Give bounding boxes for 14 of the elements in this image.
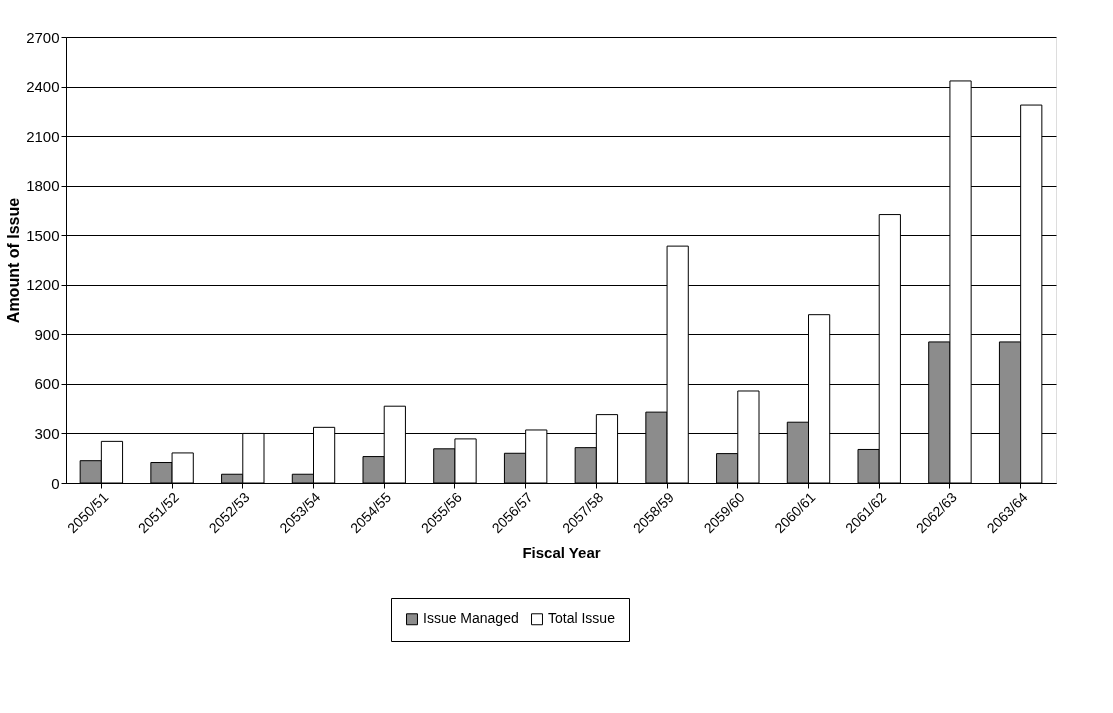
- y-tick-label: 0: [51, 474, 60, 492]
- y-tick-label: 1500: [26, 226, 60, 244]
- y-tick-label: 1200: [26, 276, 60, 294]
- legend-label: Issue Managed: [423, 610, 519, 627]
- y-tick-label: 900: [34, 325, 60, 343]
- y-tick-label: 300: [34, 424, 60, 442]
- y-tick-label: 2700: [26, 28, 60, 46]
- y-tick-label: 600: [34, 375, 60, 393]
- y-axis-title: Amount of Issue: [5, 197, 23, 324]
- y-tick-label: 2100: [26, 127, 60, 145]
- y-tick-label: 1800: [26, 177, 60, 195]
- y-tick-label: 2400: [26, 78, 60, 96]
- x-axis-title: Fiscal Year: [522, 544, 601, 562]
- legend-label: Total Issue: [548, 610, 616, 627]
